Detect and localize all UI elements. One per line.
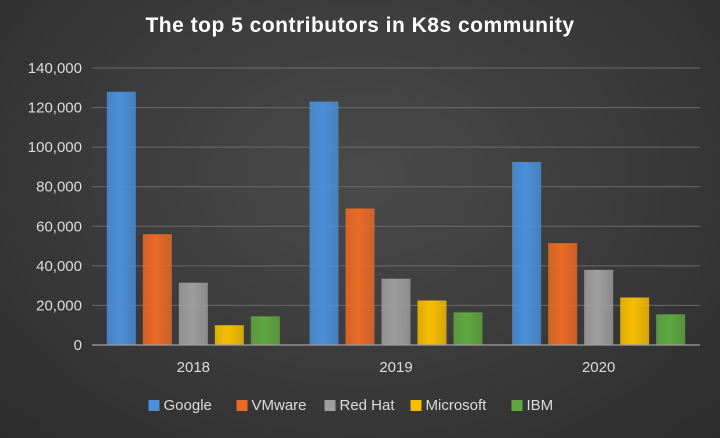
y-tick-label: 120,000 <box>28 100 82 117</box>
y-axis-ticks: 0 20,000 40,000 60,000 80,000 100,000 120,000 1… <box>28 60 82 354</box>
x-tick-label: 2018 <box>177 359 210 376</box>
legend-swatch-google <box>148 400 160 411</box>
legend-swatch-microsoft <box>410 400 422 411</box>
bar-vmware-2018 <box>142 234 172 345</box>
y-tick-label: 20,000 <box>36 297 82 314</box>
bar-red-hat-2019 <box>381 278 411 345</box>
x-tick-label: 2020 <box>582 359 615 376</box>
y-tick-label: 40,000 <box>36 258 82 275</box>
bar-red-hat-2020 <box>584 269 614 345</box>
legend-label: Google <box>164 397 212 414</box>
bar-ibm-2020 <box>656 314 686 345</box>
bar-microsoft-2018 <box>214 325 244 345</box>
bar-vmware-2020 <box>548 243 578 345</box>
bar-ibm-2019 <box>453 312 483 345</box>
bar-red-hat-2018 <box>178 282 208 345</box>
bar-google-2020 <box>512 161 542 345</box>
y-tick-label: 60,000 <box>36 218 82 235</box>
bar-microsoft-2020 <box>620 297 650 345</box>
bar-google-2018 <box>106 91 136 345</box>
y-tick-label: 100,000 <box>28 139 82 156</box>
x-tick-label: 2019 <box>379 359 412 376</box>
bar-google-2019 <box>309 101 339 345</box>
legend-label: Red Hat <box>340 397 396 414</box>
bar-ibm-2018 <box>250 316 280 345</box>
legend-swatch-ibm <box>511 400 523 411</box>
x-axis: 2018 2019 2020 <box>92 344 700 376</box>
gridlines <box>92 67 700 306</box>
bars <box>106 91 686 345</box>
y-tick-label: 80,000 <box>36 179 82 196</box>
legend: Google VMware Red Hat Microsoft IBM <box>148 397 554 414</box>
chart-title: The top 5 contributors in K8s community <box>145 14 575 37</box>
legend-label: VMware <box>252 397 307 414</box>
legend-swatch-red-hat <box>324 400 336 411</box>
y-tick-label: 140,000 <box>28 60 82 77</box>
legend-swatch-vmware <box>236 400 248 411</box>
bar-microsoft-2019 <box>417 300 447 345</box>
legend-label: Microsoft <box>426 397 488 414</box>
y-tick-label: 0 <box>74 337 82 354</box>
legend-label: IBM <box>527 397 554 414</box>
bar-vmware-2019 <box>345 208 375 345</box>
